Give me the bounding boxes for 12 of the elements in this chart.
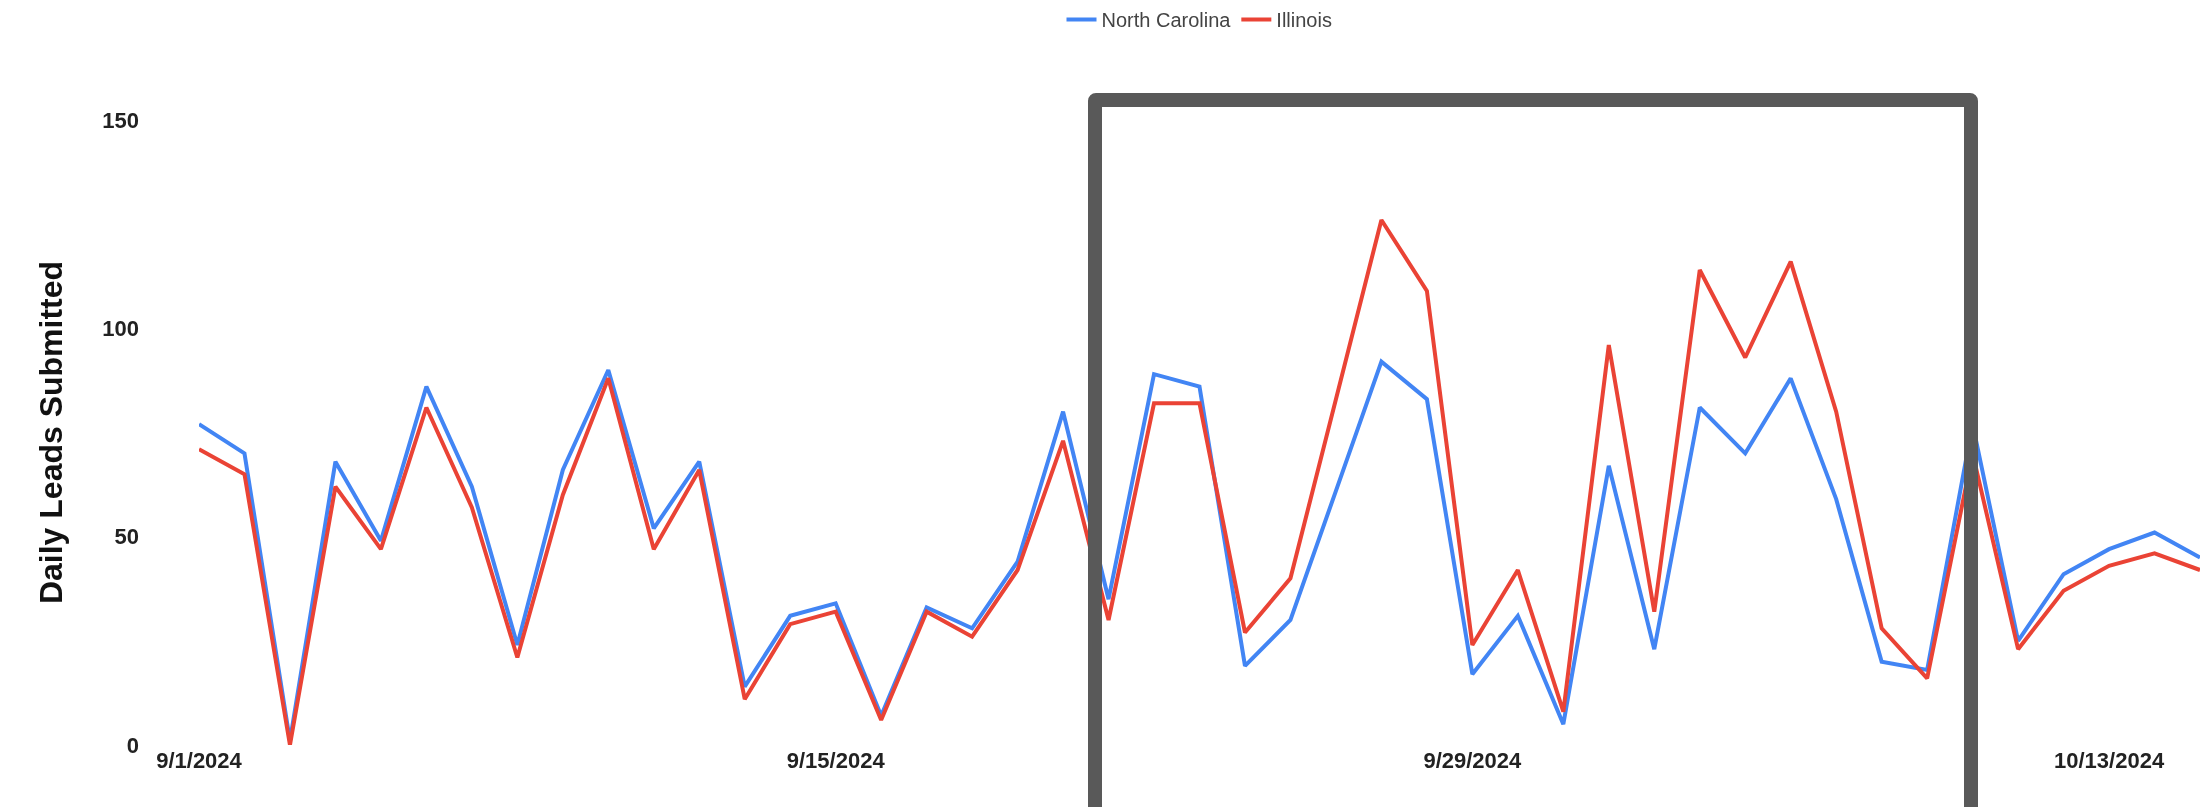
x-tick-label: 9/1/2024 bbox=[156, 748, 243, 773]
x-tick-label: 9/15/2024 bbox=[786, 748, 886, 773]
y-tick-label: 50 bbox=[114, 524, 139, 550]
legend-label: North Carolina bbox=[1101, 9, 1232, 32]
line-series bbox=[199, 218, 2200, 745]
legend-label: Illinois bbox=[1276, 9, 1332, 32]
y-tick-label: 150 bbox=[102, 107, 139, 133]
y-tick-label: 100 bbox=[102, 316, 139, 342]
y-axis-title: Daily Leads Submitted bbox=[32, 260, 69, 605]
y-tick-label: 0 bbox=[126, 732, 139, 758]
x-tick-label: 9/29/2024 bbox=[1423, 748, 1523, 773]
x-tick-label: 10/13/2024 bbox=[2054, 748, 2165, 773]
